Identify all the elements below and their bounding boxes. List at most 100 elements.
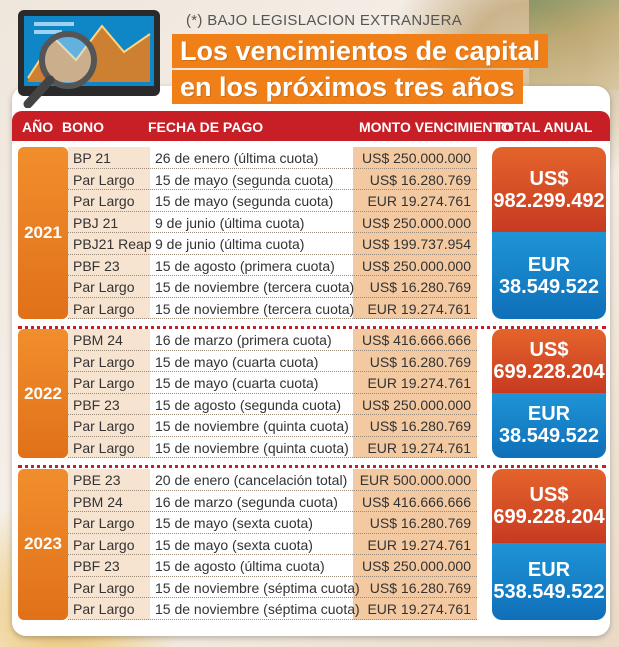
bono-cell: PBJ21 Reap (73, 236, 152, 252)
bono-cell: PBE 23 (73, 472, 121, 488)
monto-cell: EUR 19.274.761 (367, 536, 471, 553)
header-anio: AÑO (22, 119, 54, 135)
fecha-cell: 15 de mayo (cuarta cuota) (155, 375, 319, 391)
fecha-cell: 16 de marzo (primera cuota) (155, 332, 332, 348)
total-eur-amount: 38.549.522 (498, 275, 600, 298)
table-row: Par Largo 15 de mayo (sexta cuota) US$ 16.… (68, 512, 477, 534)
bono-cell: PBJ 21 (73, 214, 119, 231)
fecha-cell: 15 de agosto (última cuota) (155, 558, 325, 574)
bono-column-bg (68, 329, 150, 458)
table-row: PBJ21 Reap 9 de junio (última cuota) US$ 1… (68, 233, 477, 255)
monto-cell: EUR 19.274.761 (367, 601, 471, 617)
monto-cell: EUR 19.274.761 (367, 439, 471, 456)
fecha-cell: 26 de enero (última cuota) (155, 150, 319, 166)
header-total: TOTAL ANUAL (495, 119, 593, 135)
bono-cell: Par Largo (73, 439, 135, 456)
total-usd-currency: US$ (529, 167, 569, 190)
fecha-cell: 15 de mayo (sexta cuota) (155, 536, 313, 553)
total-usd-box: US$ 699.228.204 (492, 469, 606, 544)
fecha-cell: 15 de mayo (segunda cuota) (155, 193, 334, 209)
table-row: Par Largo 15 de mayo (cuarta cuota) US$ 16… (68, 351, 477, 372)
fecha-cell: 15 de mayo (cuarta cuota) (155, 353, 319, 370)
monto-cell: US$ 16.280.769 (369, 279, 471, 295)
year-label: 2021 (18, 147, 68, 319)
monto-cell: US$ 199.737.954 (362, 236, 471, 252)
table-row: PBE 23 20 de enero (cancelación total) EUR… (68, 469, 477, 491)
bono-cell: Par Largo (73, 536, 135, 553)
fecha-cell: 20 de enero (cancelación total) (155, 472, 348, 488)
monto-cell: US$ 16.280.769 (369, 171, 471, 188)
bono-cell: BP 21 (73, 150, 111, 166)
bono-cell: Par Largo (73, 515, 135, 531)
table-row: Par Largo 15 de mayo (segunda cuota) US$ 1… (68, 169, 477, 190)
fecha-cell: 15 de agosto (segunda cuota) (155, 396, 342, 413)
total-usd-currency: US$ (529, 484, 569, 507)
bono-column-bg (68, 147, 150, 319)
monto-column-bg (353, 329, 477, 458)
table-row: Par Largo 15 de mayo (sexta cuota) EUR 19.… (68, 534, 477, 555)
fecha-cell: 15 de mayo (sexta cuota) (155, 515, 313, 531)
monto-cell: EUR 19.274.761 (367, 193, 471, 209)
bono-cell: Par Largo (73, 579, 135, 596)
header-fecha: FECHA DE PAGO (148, 119, 264, 135)
table-row: PBF 23 15 de agosto (segunda cuota) US$ 25… (68, 394, 477, 415)
monto-cell: US$ 416.666.666 (362, 493, 471, 510)
total-eur-amount: 538.549.522 (493, 581, 605, 604)
table-row: Par Largo 15 de mayo (cuarta cuota) EUR 19… (68, 372, 477, 394)
year-section-2022: 2022 PBM 24 16 de marzo (primera cuota) US$… (12, 329, 610, 458)
monto-cell: US$ 16.280.769 (369, 579, 471, 596)
monitor-chart-magnifier-icon (18, 10, 160, 108)
total-eur-box: EUR 38.549.522 (492, 392, 606, 458)
total-eur-currency: EUR (527, 253, 571, 276)
section-divider (18, 326, 606, 329)
total-eur-box: EUR 38.549.522 (492, 232, 606, 319)
total-usd-box: US$ 699.228.204 (492, 329, 606, 393)
title-line-1: Los vencimientos de capital (172, 34, 549, 68)
title-line-2: en los próximos tres años (172, 70, 523, 104)
monto-column-bg (353, 469, 477, 620)
monto-cell: EUR 19.274.761 (367, 300, 471, 317)
table-row: PBM 24 16 de marzo (primera cuota) US$ 416… (68, 329, 477, 351)
fecha-cell: 15 de noviembre (quinta cuota) (155, 439, 349, 456)
table-row: PBM 24 16 de marzo (segunda cuota) US$ 416… (68, 491, 477, 512)
table-row: BP 21 26 de enero (última cuota) US$ 250.0… (68, 147, 477, 169)
monto-cell: US$ 16.280.769 (369, 353, 471, 370)
total-eur-currency: EUR (527, 559, 571, 582)
bono-cell: PBM 24 (73, 332, 123, 348)
table-row: PBJ 21 9 de junio (última cuota) US$ 250.0… (68, 212, 477, 233)
year-label: 2023 (18, 469, 68, 620)
total-usd-currency: US$ (529, 338, 569, 361)
bono-cell: Par Largo (73, 193, 135, 209)
total-usd-amount: 699.228.204 (493, 506, 605, 529)
monto-cell: US$ 250.000.000 (362, 396, 471, 413)
total-usd-box: US$ 982.299.492 (492, 147, 606, 232)
fecha-cell: 9 de junio (última cuota) (155, 236, 305, 252)
bono-column-bg (68, 469, 150, 620)
monto-cell: US$ 16.280.769 (369, 515, 471, 531)
table-row: Par Largo 15 de noviembre (tercera cuota)… (68, 298, 477, 319)
table-row: PBF 23 15 de agosto (primera cuota) US$ 25… (68, 255, 477, 276)
bono-cell: PBM 24 (73, 493, 123, 510)
fecha-cell: 15 de noviembre (séptima cuota) (155, 601, 360, 617)
fecha-cell: 15 de mayo (segunda cuota) (155, 171, 334, 188)
total-eur-box: EUR 538.549.522 (492, 543, 606, 620)
monto-cell: US$ 250.000.000 (362, 150, 471, 166)
year-label: 2022 (18, 329, 68, 458)
table-row: Par Largo 15 de noviembre (séptima cuota)… (68, 577, 477, 598)
header-monto: MONTO VENCIMIENTO (359, 119, 512, 135)
fecha-cell: 15 de noviembre (séptima cuota) (155, 579, 360, 596)
fecha-cell: 16 de marzo (segunda cuota) (155, 493, 338, 510)
monto-cell: EUR 500.000.000 (359, 472, 471, 488)
bono-cell: PBF 23 (73, 396, 120, 413)
total-eur-currency: EUR (527, 403, 571, 426)
fecha-cell: 15 de noviembre (tercera cuota) (155, 279, 355, 295)
monto-cell: EUR 19.274.761 (367, 375, 471, 391)
monto-cell: US$ 250.000.000 (362, 214, 471, 231)
fecha-cell: 9 de junio (última cuota) (155, 214, 305, 231)
table-row: Par Largo 15 de noviembre (quinta cuota) U… (68, 415, 477, 437)
monto-cell: US$ 250.000.000 (362, 558, 471, 574)
section-divider (18, 465, 606, 468)
fecha-cell: 15 de noviembre (quinta cuota) (155, 418, 349, 434)
fecha-cell: 15 de agosto (primera cuota) (155, 257, 335, 274)
year-section-2021: 2021 BP 21 26 de enero (última cuota) US$ 2… (12, 147, 610, 319)
